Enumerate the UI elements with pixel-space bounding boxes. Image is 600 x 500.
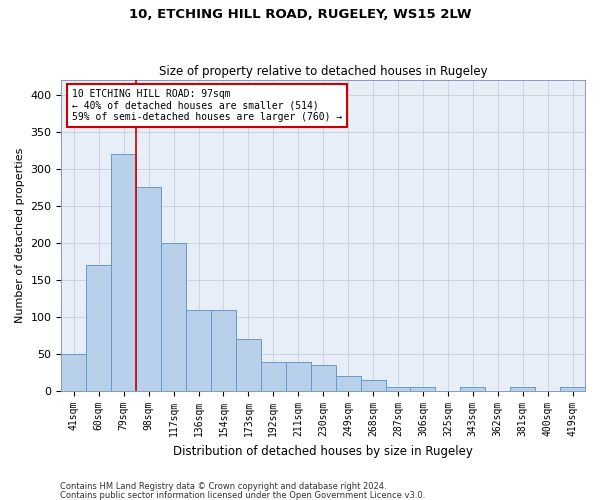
Y-axis label: Number of detached properties: Number of detached properties (15, 148, 25, 323)
Bar (211, 310, 236, 391)
Text: 10, ETCHING HILL ROAD, RUGELEY, WS15 2LW: 10, ETCHING HILL ROAD, RUGELEY, WS15 2LW (129, 8, 471, 20)
Bar (186, 310, 211, 391)
Text: Contains public sector information licensed under the Open Government Licence v3: Contains public sector information licen… (60, 490, 425, 500)
Bar (136, 187, 161, 391)
Bar (335, 376, 361, 391)
Bar (161, 243, 186, 391)
Title: Size of property relative to detached houses in Rugeley: Size of property relative to detached ho… (159, 66, 488, 78)
Bar (261, 362, 286, 391)
Text: Contains HM Land Registry data © Crown copyright and database right 2024.: Contains HM Land Registry data © Crown c… (60, 482, 386, 491)
Bar (286, 362, 311, 391)
Bar (560, 388, 585, 391)
X-axis label: Distribution of detached houses by size in Rugeley: Distribution of detached houses by size … (173, 444, 473, 458)
Bar (111, 154, 136, 391)
Bar (311, 365, 335, 391)
Bar (410, 388, 436, 391)
Bar (86, 265, 111, 391)
Bar (386, 388, 410, 391)
Bar (236, 340, 261, 391)
Bar (61, 354, 86, 391)
Text: 10 ETCHING HILL ROAD: 97sqm
← 40% of detached houses are smaller (514)
59% of se: 10 ETCHING HILL ROAD: 97sqm ← 40% of det… (72, 89, 342, 122)
Bar (361, 380, 386, 391)
Bar (460, 388, 485, 391)
Bar (510, 388, 535, 391)
